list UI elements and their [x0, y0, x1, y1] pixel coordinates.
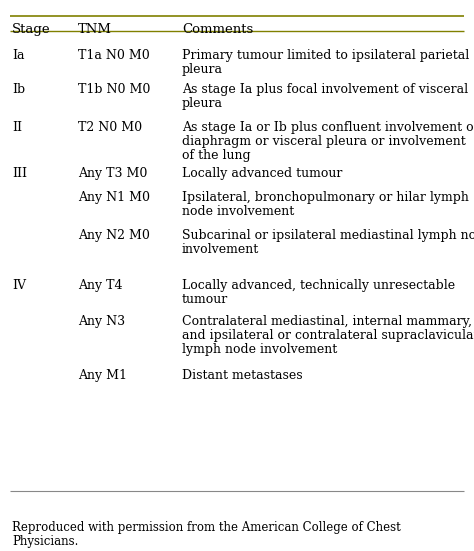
- Text: T2 N0 M0: T2 N0 M0: [78, 121, 142, 134]
- Text: Contralateral mediastinal, internal mammary,: Contralateral mediastinal, internal mamm…: [182, 315, 472, 328]
- Text: pleura: pleura: [182, 63, 223, 76]
- Text: IV: IV: [12, 279, 26, 292]
- Text: Primary tumour limited to ipsilateral parietal: Primary tumour limited to ipsilateral pa…: [182, 49, 469, 62]
- Text: Any M1: Any M1: [78, 369, 127, 382]
- Text: Any T4: Any T4: [78, 279, 122, 292]
- Text: Any T3 M0: Any T3 M0: [78, 167, 147, 180]
- Text: II: II: [12, 121, 22, 134]
- Text: Ia: Ia: [12, 49, 25, 62]
- Text: Physicians.: Physicians.: [12, 535, 78, 548]
- Text: Any N2 M0: Any N2 M0: [78, 229, 150, 242]
- Text: Stage: Stage: [12, 23, 51, 36]
- Text: diaphragm or visceral pleura or involvement: diaphragm or visceral pleura or involvem…: [182, 135, 466, 148]
- Text: Reproduced with permission from the American College of Chest: Reproduced with permission from the Amer…: [12, 521, 401, 534]
- Text: Locally advanced tumour: Locally advanced tumour: [182, 167, 342, 180]
- Text: T1b N0 M0: T1b N0 M0: [78, 83, 150, 96]
- Text: Subcarinal or ipsilateral mediastinal lymph node: Subcarinal or ipsilateral mediastinal ly…: [182, 229, 474, 242]
- Text: Any N3: Any N3: [78, 315, 125, 328]
- Text: Any N1 M0: Any N1 M0: [78, 191, 150, 204]
- Text: Ipsilateral, bronchopulmonary or hilar lymph: Ipsilateral, bronchopulmonary or hilar l…: [182, 191, 469, 204]
- Text: As stage Ia plus focal involvement of visceral: As stage Ia plus focal involvement of vi…: [182, 83, 468, 96]
- Text: III: III: [12, 167, 27, 180]
- Text: TNM: TNM: [78, 23, 112, 36]
- Text: As stage Ia or Ib plus confluent involvement of: As stage Ia or Ib plus confluent involve…: [182, 121, 474, 134]
- Text: node involvement: node involvement: [182, 205, 294, 218]
- Text: Comments: Comments: [182, 23, 253, 36]
- Text: lymph node involvement: lymph node involvement: [182, 343, 337, 355]
- Text: Locally advanced, technically unresectable: Locally advanced, technically unresectab…: [182, 279, 455, 292]
- Text: tumour: tumour: [182, 293, 228, 306]
- Text: Distant metastases: Distant metastases: [182, 369, 302, 382]
- Text: of the lung: of the lung: [182, 149, 251, 161]
- Text: T1a N0 M0: T1a N0 M0: [78, 49, 150, 62]
- Text: and ipsilateral or contralateral supraclavicular: and ipsilateral or contralateral supracl…: [182, 329, 474, 342]
- Text: Ib: Ib: [12, 83, 25, 96]
- Text: involvement: involvement: [182, 243, 259, 256]
- Text: pleura: pleura: [182, 97, 223, 110]
